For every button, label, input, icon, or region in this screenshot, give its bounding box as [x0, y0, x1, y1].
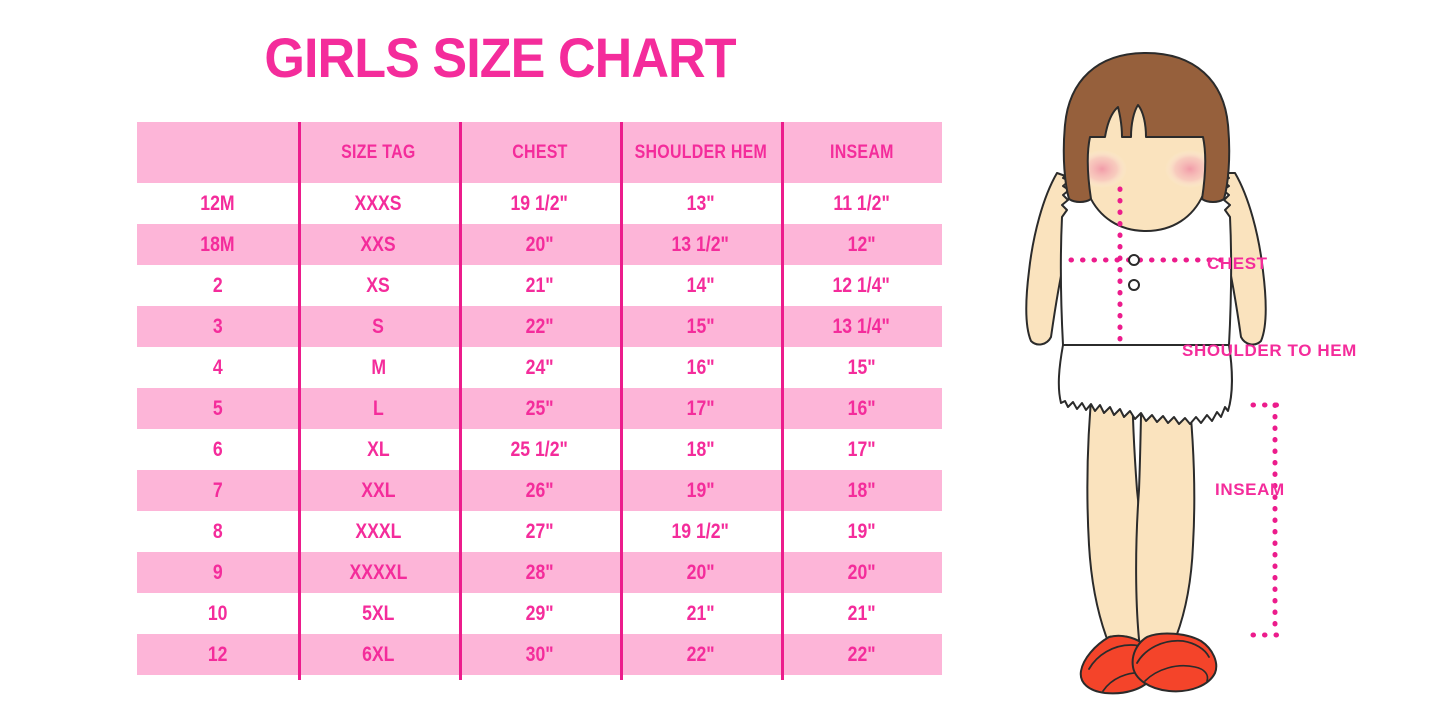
cell-chest: 27" [525, 519, 554, 543]
cell-shoulder-hem: 15" [686, 314, 715, 338]
cell-chest: 20" [525, 232, 554, 256]
cell-size: 6 [212, 437, 223, 461]
cell-shoulder-hem: 22" [686, 642, 715, 666]
table-row: 2 XS 21" 14" 12 1/4" [137, 265, 942, 306]
cell-inseam: 16" [847, 396, 876, 420]
table-row: 5 L 25" 17" 16" [137, 388, 942, 429]
cell-size-tag: XXL [361, 478, 396, 502]
cell-size-tag: 5XL [362, 601, 395, 625]
shoes-group [1079, 632, 1218, 695]
table-header-row: SIZE TAG CHEST SHOULDER HEM INSEAM [137, 122, 942, 183]
cell-shoulder-hem: 13 1/2" [671, 232, 730, 256]
cell-shoulder-hem: 20" [686, 560, 715, 584]
measurement-lines-group [1068, 186, 1282, 638]
cell-chest: 25 1/2" [510, 437, 569, 461]
cell-chest: 21" [525, 273, 554, 297]
cell-inseam: 17" [847, 437, 876, 461]
cell-size: 3 [212, 314, 223, 338]
column-divider [298, 122, 301, 680]
button-top [1128, 254, 1140, 266]
cell-size-tag: XL [367, 437, 390, 461]
cell-size: 2 [212, 273, 223, 297]
size-chart-table-container: SIZE TAG CHEST SHOULDER HEM INSEAM 12M X… [137, 122, 942, 680]
cell-shoulder-hem: 14" [686, 273, 715, 297]
buttons-group [1128, 254, 1140, 291]
cell-size: 12 [207, 642, 228, 666]
cell-size-tag: XXXL [355, 519, 402, 543]
cell-size-tag: L [373, 396, 384, 420]
cell-chest: 25" [525, 396, 554, 420]
cell-size-tag: S [372, 314, 385, 338]
hair-group [1062, 52, 1231, 203]
cell-inseam: 13 1/4" [832, 314, 891, 338]
page-title: GIRLS SIZE CHART [264, 26, 736, 89]
cell-chest: 24" [525, 355, 554, 379]
cell-size: 9 [212, 560, 223, 584]
column-divider [781, 122, 784, 680]
button-bottom [1128, 279, 1140, 291]
table-row: 12 6XL 30" 22" 22" [137, 634, 942, 675]
cell-inseam: 21" [847, 601, 876, 625]
table-row: 18M XXS 20" 13 1/2" 12" [137, 224, 942, 265]
inseam-label: INSEAM [1215, 480, 1285, 499]
column-header-shoulder-hem: SHOULDER HEM [634, 141, 767, 163]
column-header-size [137, 122, 298, 183]
table-row: 12M XXXS 19 1/2" 13" 11 1/2" [137, 183, 942, 224]
table-row: 3 S 22" 15" 13 1/4" [137, 306, 942, 347]
cell-size: 12M [200, 191, 235, 215]
shoulder-to-hem-label: SHOULDER TO HEM [1182, 341, 1357, 360]
cell-size-tag: XS [366, 273, 391, 297]
chest-label: CHEST [1207, 254, 1268, 273]
girl-figure-illustration [1025, 52, 1282, 695]
cell-inseam: 15" [847, 355, 876, 379]
cell-inseam: 20" [847, 560, 876, 584]
cell-shoulder-hem: 19" [686, 478, 715, 502]
cell-chest: 29" [525, 601, 554, 625]
skirt-group [1057, 344, 1233, 425]
cell-size-tag: XXS [360, 232, 397, 256]
cell-chest: 26" [525, 478, 554, 502]
cell-inseam: 19" [847, 519, 876, 543]
cell-inseam: 11 1/2" [833, 191, 890, 215]
size-chart-table: SIZE TAG CHEST SHOULDER HEM INSEAM 12M X… [137, 122, 942, 675]
cell-shoulder-hem: 18" [686, 437, 715, 461]
cell-inseam: 12" [847, 232, 876, 256]
cell-size-tag: 6XL [362, 642, 395, 666]
column-divider [459, 122, 462, 680]
cell-inseam: 12 1/4" [832, 273, 891, 297]
cell-chest: 28" [525, 560, 554, 584]
table-row: 9 XXXXL 28" 20" 20" [137, 552, 942, 593]
cell-size-tag: XXXXL [349, 560, 408, 584]
cell-size: 10 [207, 601, 228, 625]
cell-shoulder-hem: 13" [686, 191, 715, 215]
column-header-size-tag: SIZE TAG [341, 141, 416, 163]
cell-size: 4 [212, 355, 223, 379]
table-row: 4 M 24" 16" 15" [137, 347, 942, 388]
cell-shoulder-hem: 17" [686, 396, 715, 420]
cell-size-tag: M [371, 355, 386, 379]
table-row: 7 XXL 26" 19" 18" [137, 470, 942, 511]
table-row: 8 XXXL 27" 19 1/2" 19" [137, 511, 942, 552]
table-row: 10 5XL 29" 21" 21" [137, 593, 942, 634]
cell-size: 5 [212, 396, 223, 420]
cell-shoulder-hem: 19 1/2" [671, 519, 730, 543]
cell-shoulder-hem: 21" [686, 601, 715, 625]
cell-chest: 30" [525, 642, 554, 666]
cell-inseam: 22" [847, 642, 876, 666]
cell-size: 7 [212, 478, 223, 502]
cell-size-tag: XXXS [354, 191, 403, 215]
cell-size: 8 [212, 519, 223, 543]
column-header-inseam: INSEAM [829, 141, 894, 163]
cell-chest: 19 1/2" [510, 191, 569, 215]
table-row: 6 XL 25 1/2" 18" 17" [137, 429, 942, 470]
column-divider [620, 122, 623, 680]
column-header-chest: CHEST [511, 141, 568, 163]
cell-shoulder-hem: 16" [686, 355, 715, 379]
cell-inseam: 18" [847, 478, 876, 502]
cell-size: 18M [200, 232, 235, 256]
measurement-figure-area: CHEST SHOULDER TO HEM INSEAM [985, 45, 1445, 705]
cell-chest: 22" [525, 314, 554, 338]
